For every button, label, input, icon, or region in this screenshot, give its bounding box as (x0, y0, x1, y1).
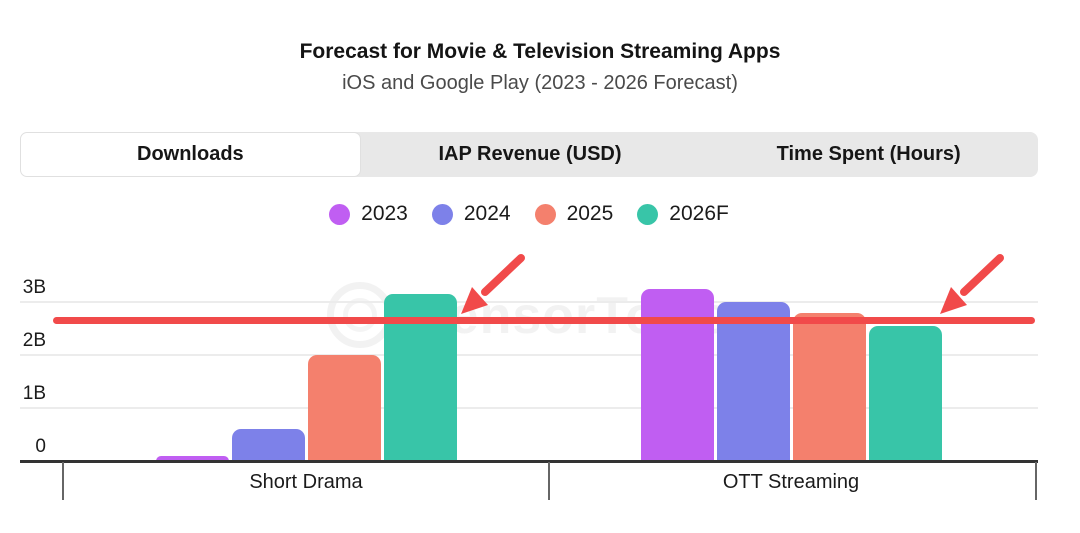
legend: 2023 2024 2025 2026F (20, 202, 1038, 226)
x-axis-tick-2 (1035, 462, 1037, 500)
y-axis-label-0: 0 (35, 436, 46, 457)
bar-ott-streaming-2025 (793, 313, 866, 461)
page-subtitle: iOS and Google Play (2023 - 2026 Forecas… (342, 72, 738, 94)
legend-dot-2026f-icon (637, 203, 659, 225)
watermark-logo-inner-icon (343, 298, 377, 332)
legend-dot-2025-icon (534, 203, 556, 225)
y-axis-label-2b: 2B (22, 330, 46, 351)
threshold-line (53, 317, 1035, 324)
tab-time-spent[interactable]: Time Spent (Hours) (776, 143, 961, 165)
legend-item-2023[interactable]: 2023 (329, 202, 408, 226)
legend-item-2026f[interactable]: 2026F (637, 202, 729, 226)
x-axis-line (20, 460, 1038, 463)
bar-ott-streaming-2023 (641, 289, 714, 461)
legend-item-2025[interactable]: 2025 (534, 202, 614, 226)
legend-dot-2024-icon (431, 203, 453, 225)
x-axis-tick-1 (548, 462, 550, 500)
legend-label-2023: 2023 (361, 202, 408, 225)
legend-label-2026f: 2026F (669, 202, 729, 225)
gridline-3b (20, 301, 1038, 303)
legend-dot-2023-icon (329, 203, 351, 225)
tab-bar: Downloads IAP Revenue (USD) Time Spent (… (20, 132, 1038, 177)
category-label-short-drama: Short Drama (249, 471, 363, 493)
bar-short-drama-2024 (232, 429, 305, 461)
legend-label-2025: 2025 (566, 202, 614, 225)
bar-short-drama-2025 (308, 355, 381, 461)
bar-short-drama-2023 (156, 456, 229, 461)
page-title: Forecast for Movie & Television Streamin… (299, 40, 781, 63)
legend-item-2024[interactable]: 2024 (431, 202, 511, 226)
bar-ott-streaming-2024 (717, 302, 790, 461)
tab-iap-revenue[interactable]: IAP Revenue (USD) (438, 143, 622, 165)
x-axis-tick-0 (62, 462, 64, 500)
y-axis-label-1b: 1B (22, 383, 46, 404)
gridline-1b (20, 407, 1038, 409)
annotation-arrow-left (461, 254, 525, 314)
bar-ott-streaming-2026f (869, 326, 942, 461)
category-label-ott-streaming: OTT Streaming (722, 471, 860, 493)
y-axis-label-3b: 3B (22, 277, 46, 298)
annotation-arrow-right (940, 254, 1004, 314)
legend-label-2024: 2024 (463, 202, 511, 225)
gridline-2b (20, 354, 1038, 356)
tab-downloads[interactable]: Downloads (20, 132, 361, 177)
